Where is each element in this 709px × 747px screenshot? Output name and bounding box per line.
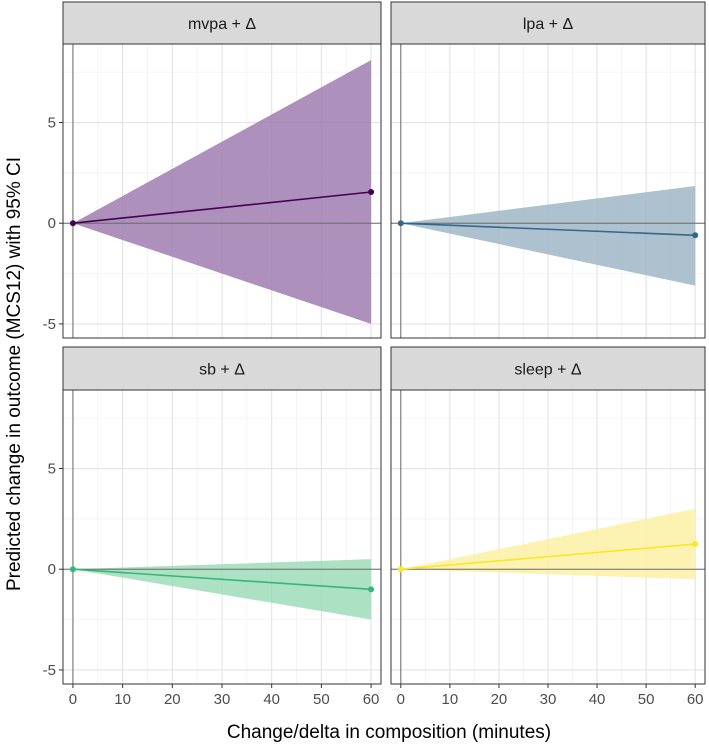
x-tick-label: 40 — [263, 691, 280, 708]
confidence-ribbon — [400, 185, 696, 286]
facet-strip-label: lpa + Δ — [523, 16, 574, 33]
y-tick-label: 0 — [48, 215, 56, 232]
estimate-point — [397, 220, 404, 227]
y-axis-title: Predicted change in outcome (MCS12) with… — [4, 157, 25, 591]
estimate-line — [72, 568, 372, 591]
facet-strip — [390, 1, 706, 45]
estimate-point — [69, 220, 76, 227]
estimate-point — [368, 586, 375, 593]
facet-strip-label: sb + Δ — [199, 362, 245, 379]
y-tick-label: 0 — [48, 561, 56, 578]
panels-layer: mvpa + Δ lpa + Δ sb + Δ sleep + Δ — [62, 1, 706, 685]
y-tick-label: 5 — [48, 461, 56, 478]
confidence-ribbon — [400, 508, 696, 580]
x-tick-label: 20 — [164, 691, 181, 708]
estimate-point — [69, 566, 76, 573]
facet-strip — [62, 346, 382, 391]
estimate-point — [368, 189, 375, 196]
estimate-point — [692, 232, 699, 239]
panel-2: sb + Δ — [62, 346, 382, 685]
x-tick-label: 40 — [589, 691, 606, 708]
panel-1: lpa + Δ — [390, 1, 706, 339]
x-tick-label: 50 — [638, 691, 655, 708]
y-tick-label: -5 — [43, 662, 56, 679]
x-tick-label: 60 — [363, 691, 380, 708]
y-tick-label: -5 — [43, 316, 56, 333]
estimate-line — [400, 222, 696, 237]
facet-strip-label: sleep + Δ — [514, 362, 581, 379]
confidence-ribbon — [72, 60, 372, 324]
panel-0: mvpa + Δ — [62, 1, 382, 339]
x-tick-label: 0 — [69, 691, 77, 708]
x-tick-label: 50 — [313, 691, 330, 708]
facet-strip — [62, 1, 382, 45]
estimate-line — [72, 191, 372, 225]
x-tick-label: 30 — [214, 691, 231, 708]
x-tick-label: 10 — [442, 691, 459, 708]
y-tick-label: 5 — [48, 115, 56, 132]
x-axis-title: Change/delta in composition (minutes) — [227, 722, 551, 743]
x-tick-label: 10 — [114, 691, 131, 708]
x-tick-label: 20 — [491, 691, 508, 708]
x-tick-label: 30 — [540, 691, 557, 708]
panel-3: sleep + Δ — [390, 346, 706, 685]
estimate-point — [397, 566, 404, 573]
x-tick-label: 60 — [687, 691, 704, 708]
x-tick-label: 0 — [397, 691, 405, 708]
estimate-point — [692, 541, 699, 548]
facet-strip-label: mvpa + Δ — [188, 16, 256, 33]
facet-strip — [390, 346, 706, 391]
estimate-line — [400, 543, 696, 571]
